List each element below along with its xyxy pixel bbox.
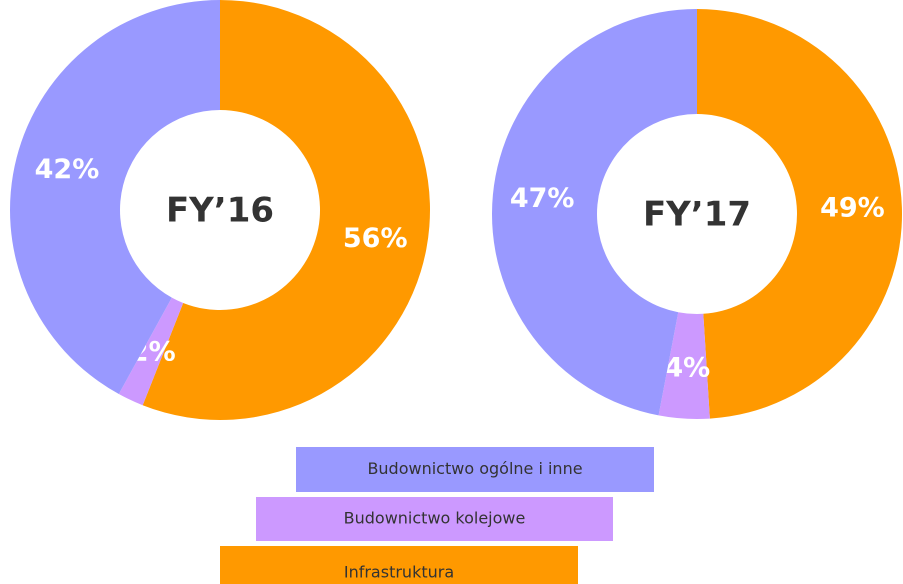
donut-segment (9, 0, 221, 395)
donut-segment (658, 312, 710, 419)
chart-title: FY’16 (166, 191, 274, 231)
donut-segment (697, 8, 903, 419)
value-label: 42% (35, 154, 100, 185)
donut-segment (142, 0, 430, 420)
value-label: 49% (820, 193, 885, 224)
value-label: 47% (510, 183, 575, 214)
legend-label: Budownictwo ogólne i inne (367, 459, 582, 478)
legend-swatch (296, 447, 654, 492)
legend-label: Infrastruktura (344, 563, 454, 582)
legend-swatch (256, 497, 613, 541)
legend-label: Budownictwo kolejowe (344, 509, 526, 528)
chart-title: FY’17 (643, 195, 751, 235)
donut-segment (118, 297, 184, 406)
legend-swatch (220, 546, 578, 584)
value-label: 4% (664, 353, 710, 384)
value-label: 56% (343, 223, 408, 254)
donut-segment (491, 9, 697, 416)
